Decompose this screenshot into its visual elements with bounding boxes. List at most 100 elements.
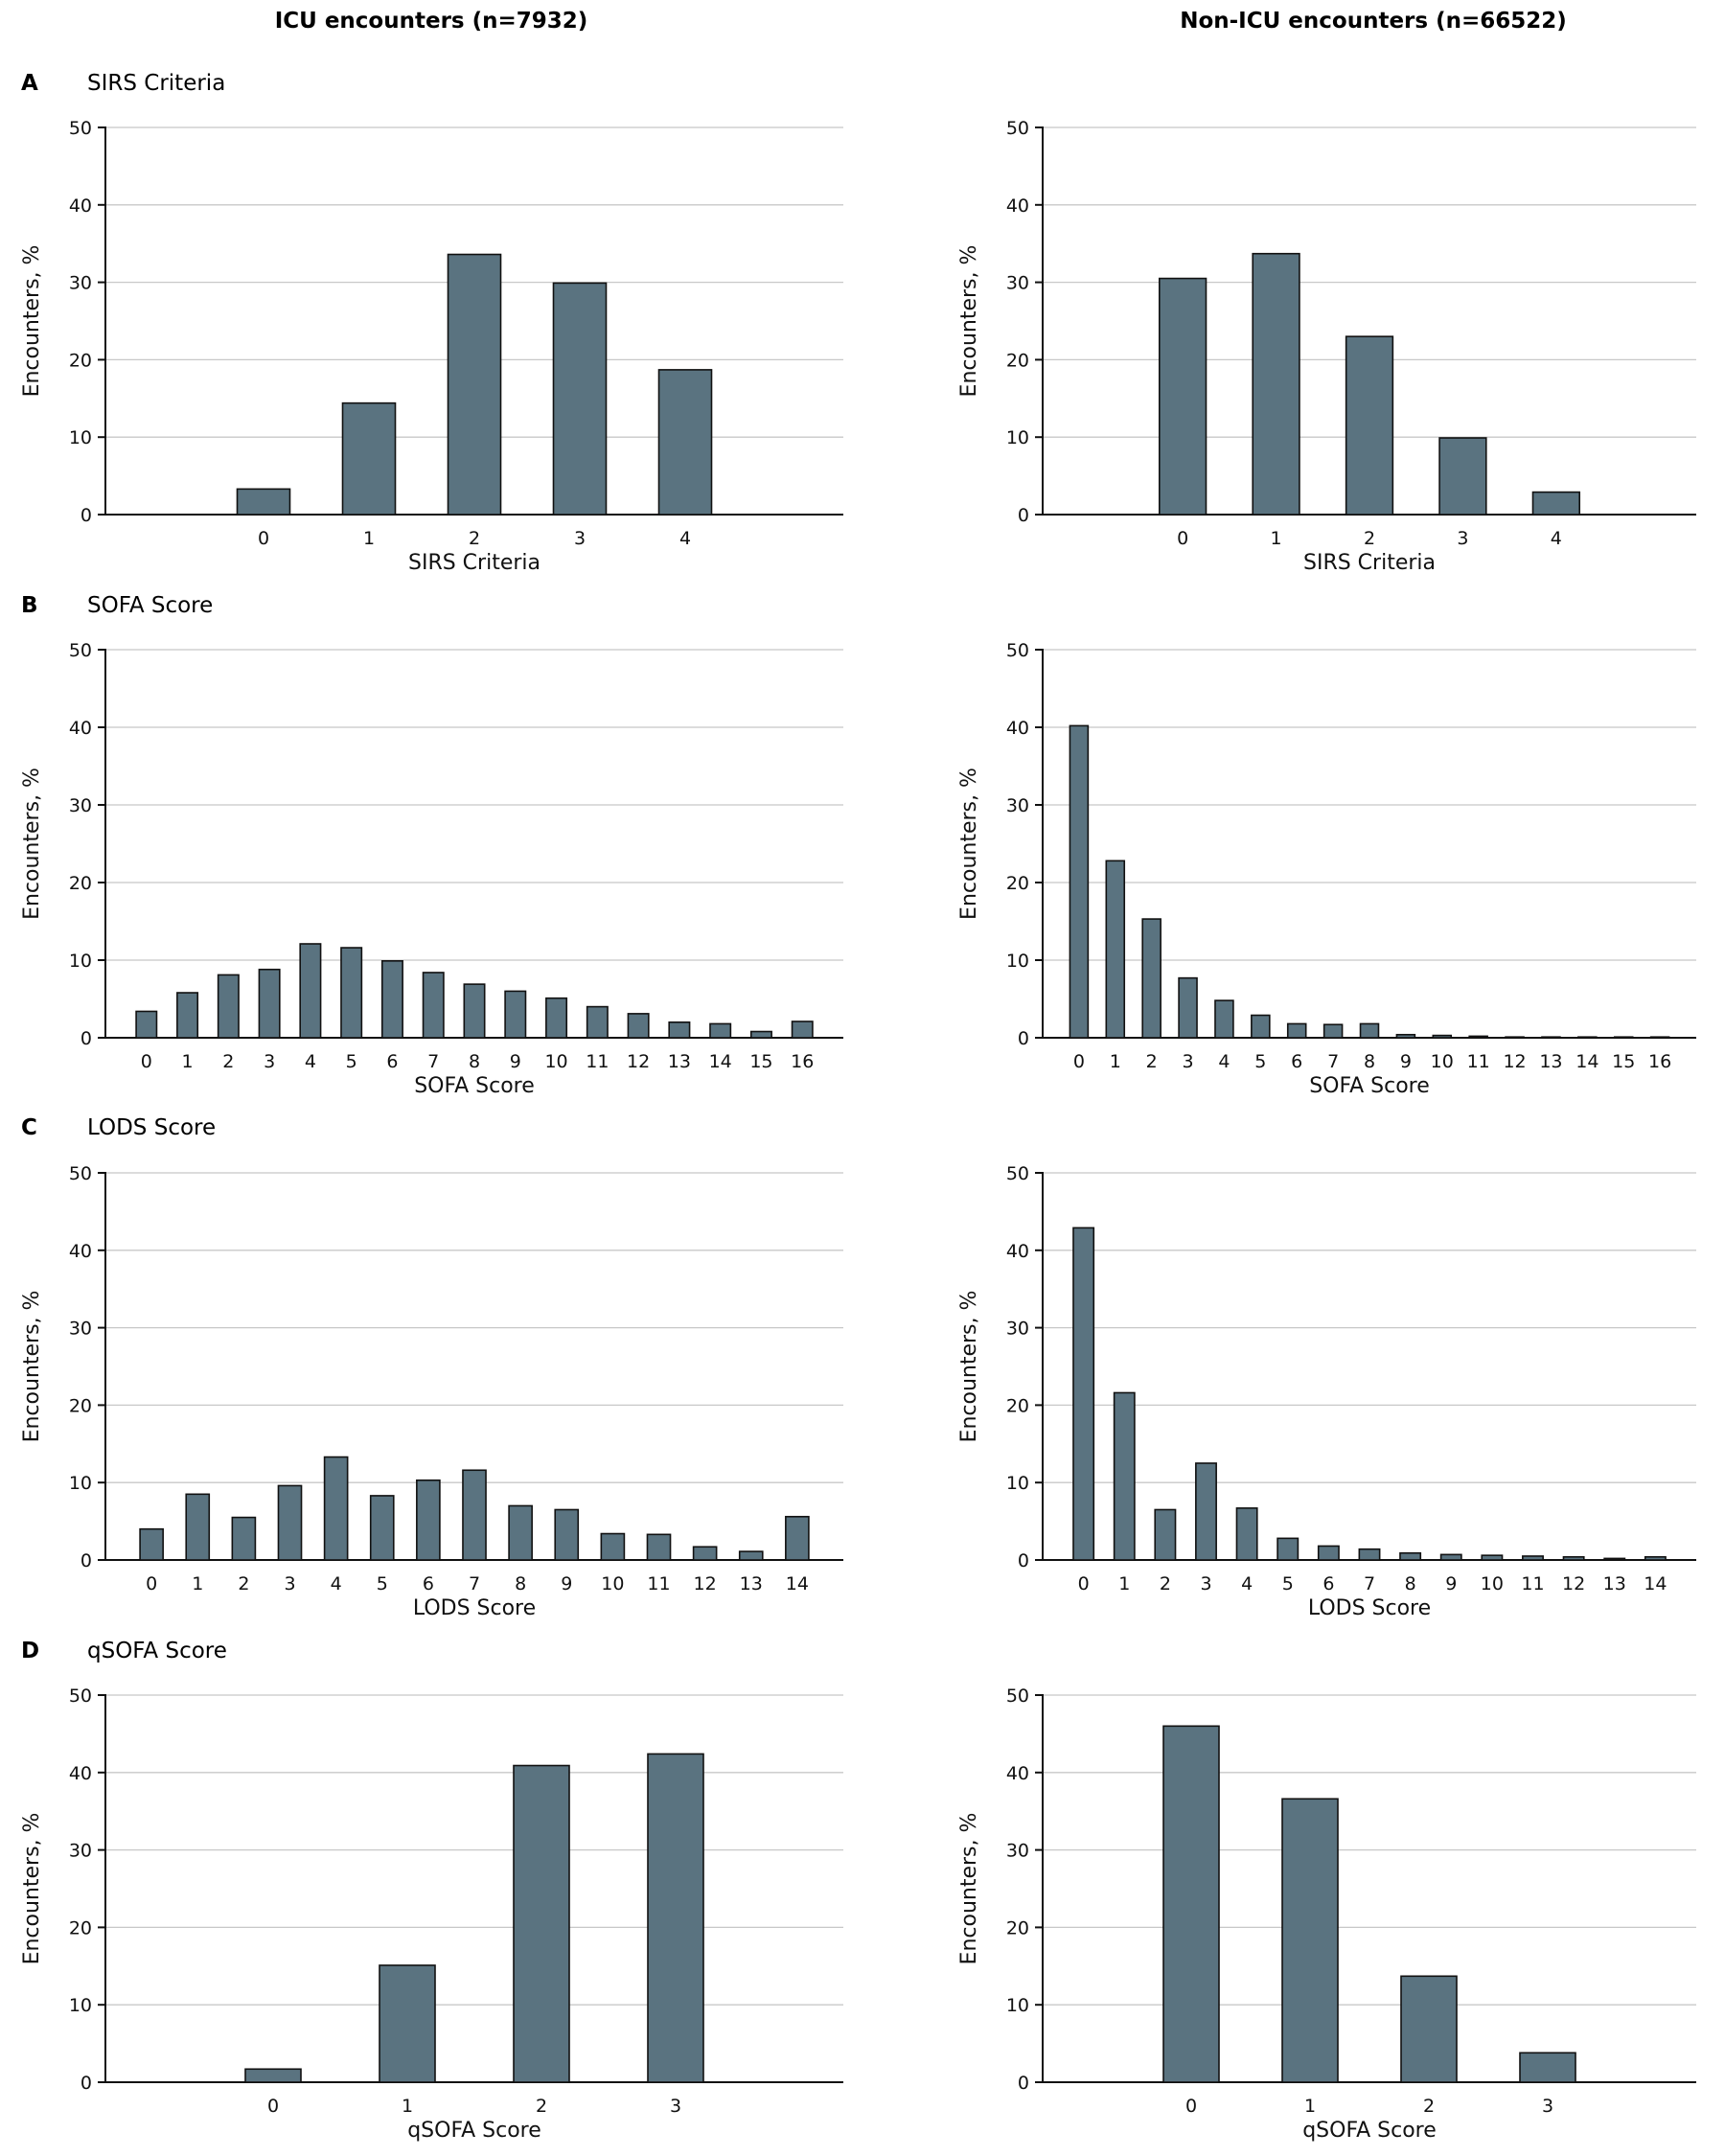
bar-B-non-13 <box>1541 1036 1561 1039</box>
bar-C-icu-4 <box>323 1456 349 1561</box>
bar-C-icu-3 <box>277 1484 303 1561</box>
x-tick-label: 13 <box>740 1573 763 1594</box>
bar-C-icu-2 <box>231 1516 257 1561</box>
x-tick-label: 0 <box>1185 2096 1197 2117</box>
x-tick-label: 14 <box>786 1573 809 1594</box>
y-tick-label: 20 <box>69 1917 92 1938</box>
x-tick-label: 11 <box>1521 1573 1544 1594</box>
x-tick-label: 9 <box>561 1573 572 1594</box>
x-tick-label: 2 <box>1423 2096 1435 2117</box>
x-tick-label: 0 <box>267 2096 279 2117</box>
y-tick-label: 20 <box>69 350 92 371</box>
y-axis-label: Encounters, % <box>20 768 44 920</box>
bar-A-non-2 <box>1345 335 1394 516</box>
x-tick-label: 3 <box>670 2096 681 2117</box>
x-axis-label: SIRS Criteria <box>1303 551 1436 575</box>
x-tick-label: 4 <box>1218 1051 1230 1072</box>
panel-letter-a: A <box>21 71 38 96</box>
bar-B-non-3 <box>1178 976 1198 1039</box>
y-tick-label: 20 <box>69 1395 92 1416</box>
x-tick-label: 0 <box>146 1573 157 1594</box>
bar-B-icu-10 <box>545 997 568 1039</box>
x-tick-label: 3 <box>1457 528 1468 549</box>
y-tick-label: 50 <box>1006 118 1029 139</box>
x-tick-label: 8 <box>515 1573 526 1594</box>
y-axis-label: Encounters, % <box>957 245 981 398</box>
bar-B-icu-3 <box>258 968 281 1039</box>
x-tick-label: 1 <box>1110 1051 1121 1072</box>
x-tick-label: 3 <box>1542 2096 1553 2117</box>
y-tick-label: 40 <box>69 718 92 739</box>
x-tick-label: 11 <box>1467 1051 1490 1072</box>
x-tick-label: 7 <box>469 1573 480 1594</box>
bar-B-non-11 <box>1468 1035 1488 1039</box>
bar-C-non-5 <box>1276 1537 1300 1561</box>
y-tick-label: 40 <box>1006 1241 1029 1262</box>
bar-B-icu-7 <box>422 972 445 1039</box>
bar-C-icu-0 <box>139 1527 164 1561</box>
x-tick-label: 4 <box>1551 528 1562 549</box>
bar-B-non-4 <box>1214 999 1234 1039</box>
bar-B-icu-11 <box>586 1005 609 1039</box>
bar-B-icu-15 <box>749 1030 772 1039</box>
x-axis-label: qSOFA Score <box>407 2119 541 2143</box>
y-tick-label: 50 <box>69 640 92 661</box>
bar-D-non-0 <box>1162 1725 1220 2083</box>
bar-B-icu-12 <box>627 1013 650 1039</box>
y-tick-label: 40 <box>69 1763 92 1784</box>
x-tick-label: 10 <box>1431 1051 1454 1072</box>
y-tick-label: 50 <box>1006 1686 1029 1707</box>
x-axis-label: SOFA Score <box>1309 1074 1430 1098</box>
y-tick-label: 10 <box>1006 951 1029 972</box>
bar-C-icu-7 <box>462 1469 487 1561</box>
x-tick-label: 3 <box>284 1573 295 1594</box>
bar-B-non-16 <box>1649 1036 1670 1039</box>
y-tick-label: 30 <box>69 1841 92 1862</box>
bar-D-icu-3 <box>647 1753 704 2083</box>
panel-title-a: SIRS Criteria <box>87 71 225 96</box>
panel-title-d: qSOFA Score <box>87 1639 227 1663</box>
y-axis-label: Encounters, % <box>957 768 981 920</box>
chart-D-icu: 0 10 20 30 40 50 0 1 2 3 qSOFA Score Encounters, % <box>20 1686 843 2143</box>
y-tick-label: 30 <box>69 1319 92 1340</box>
bar-B-icu-8 <box>463 983 486 1039</box>
x-tick-label: 4 <box>331 1573 342 1594</box>
x-tick-label: 2 <box>1146 1051 1158 1072</box>
bar-A-non-4 <box>1531 491 1581 516</box>
bar-A-icu-0 <box>236 488 291 516</box>
bar-D-icu-2 <box>513 1764 570 2083</box>
bar-B-non-14 <box>1577 1036 1598 1039</box>
x-tick-label: 3 <box>264 1051 275 1072</box>
y-tick-label: 50 <box>1006 1163 1029 1184</box>
y-tick-label: 0 <box>1018 2073 1029 2094</box>
panel-letter-c: C <box>21 1115 37 1140</box>
y-tick-label: 40 <box>1006 1763 1029 1784</box>
panel-letter-d: D <box>21 1639 39 1663</box>
y-tick-label: 30 <box>1006 795 1029 816</box>
bar-C-non-1 <box>1113 1391 1136 1561</box>
x-tick-label: 15 <box>749 1051 772 1072</box>
x-tick-label: 12 <box>627 1051 650 1072</box>
x-tick-label: 3 <box>1200 1573 1211 1594</box>
bar-B-icu-2 <box>217 974 240 1039</box>
x-tick-label: 5 <box>1282 1573 1294 1594</box>
x-tick-label: 1 <box>182 1051 194 1072</box>
x-axis-label: SIRS Criteria <box>408 551 540 575</box>
bar-B-non-0 <box>1069 724 1090 1039</box>
x-tick-label: 1 <box>1304 2096 1316 2117</box>
bar-A-icu-3 <box>552 282 608 516</box>
y-tick-label: 20 <box>1006 1395 1029 1416</box>
bar-B-non-9 <box>1395 1033 1416 1039</box>
y-tick-label: 20 <box>69 873 92 894</box>
chart-D-non: 0 10 20 30 40 50 0 1 2 3 qSOFA Score Encounters, % <box>957 1686 1696 2143</box>
x-axis-label: qSOFA Score <box>1302 2119 1437 2143</box>
x-tick-label: 12 <box>694 1573 717 1594</box>
bar-B-icu-4 <box>299 943 322 1039</box>
bar-B-non-7 <box>1322 1023 1344 1039</box>
y-tick-label: 10 <box>69 427 92 448</box>
x-tick-label: 12 <box>1503 1051 1526 1072</box>
y-tick-label: 50 <box>69 1163 92 1184</box>
bar-C-icu-8 <box>508 1504 533 1561</box>
